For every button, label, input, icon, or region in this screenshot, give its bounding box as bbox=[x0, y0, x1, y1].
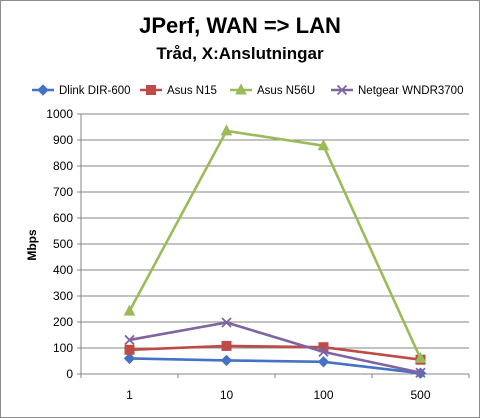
legend-marker bbox=[146, 85, 156, 95]
data-point bbox=[414, 351, 427, 363]
y-tick-label: 400 bbox=[53, 263, 73, 277]
y-tick-label: 800 bbox=[53, 159, 73, 173]
y-tick-label: 0 bbox=[66, 367, 73, 381]
legend-label: Asus N15 bbox=[167, 85, 217, 97]
x-tick-label: 1 bbox=[126, 388, 133, 402]
axes bbox=[77, 113, 470, 378]
x-tick-label: 10 bbox=[220, 388, 234, 402]
data-point bbox=[123, 352, 136, 365]
x-tick-label: 500 bbox=[410, 388, 430, 402]
series-line bbox=[128, 129, 422, 359]
legend-marker bbox=[336, 84, 348, 96]
legend-marker bbox=[235, 83, 247, 95]
data-point bbox=[221, 317, 232, 328]
legend-item: Dlink DIR-600 bbox=[32, 84, 131, 97]
legend-item: Asus N15 bbox=[140, 85, 217, 97]
data-point bbox=[220, 124, 233, 136]
y-tick-label: 900 bbox=[53, 133, 73, 147]
data-point bbox=[317, 356, 330, 368]
data-point bbox=[415, 367, 426, 378]
data-point bbox=[124, 334, 135, 346]
data-point bbox=[317, 139, 330, 151]
series-netgear-wndr3700 bbox=[124, 317, 426, 378]
gridlines bbox=[81, 113, 469, 349]
legend-item: Asus N56U bbox=[230, 83, 315, 97]
legend-item: Netgear WNDR3700 bbox=[331, 84, 463, 97]
data-point bbox=[318, 346, 329, 358]
y-axis-label: Mbps bbox=[25, 229, 39, 261]
data-point bbox=[221, 340, 232, 351]
y-tick-label: 1000 bbox=[46, 107, 73, 121]
series-group bbox=[123, 124, 427, 379]
tick-labels: 0 100 200 300 400 500 600 700 800 900 1000 1 10 100 50… bbox=[46, 107, 431, 402]
chart-title: JPerf, WAN => LAN bbox=[139, 13, 341, 38]
y-tick-label: 700 bbox=[53, 185, 73, 199]
legend-label: Dlink DIR-600 bbox=[59, 85, 131, 97]
legend-label: Asus N56U bbox=[257, 85, 315, 97]
y-tick-label: 600 bbox=[53, 211, 73, 225]
series-line bbox=[129, 357, 421, 375]
y-tick-label: 500 bbox=[53, 237, 73, 251]
data-point bbox=[124, 344, 135, 355]
x-tick-label: 100 bbox=[313, 388, 333, 402]
legend: Dlink DIR-600 Asus N15 Asus N56U Netgear WN… bbox=[32, 83, 463, 97]
chart-subtitle: Tråd, X:Anslutningar bbox=[156, 44, 324, 63]
series-asus-n56u bbox=[123, 124, 427, 363]
y-tick-label: 100 bbox=[53, 341, 73, 355]
legend-marker bbox=[37, 84, 49, 96]
y-tick-label: 200 bbox=[53, 315, 73, 329]
series-line bbox=[129, 344, 421, 361]
data-point bbox=[220, 354, 233, 367]
legend-label: Netgear WNDR3700 bbox=[358, 85, 463, 97]
data-point bbox=[123, 304, 136, 316]
series-line bbox=[129, 321, 421, 374]
y-tick-label: 300 bbox=[53, 289, 73, 303]
